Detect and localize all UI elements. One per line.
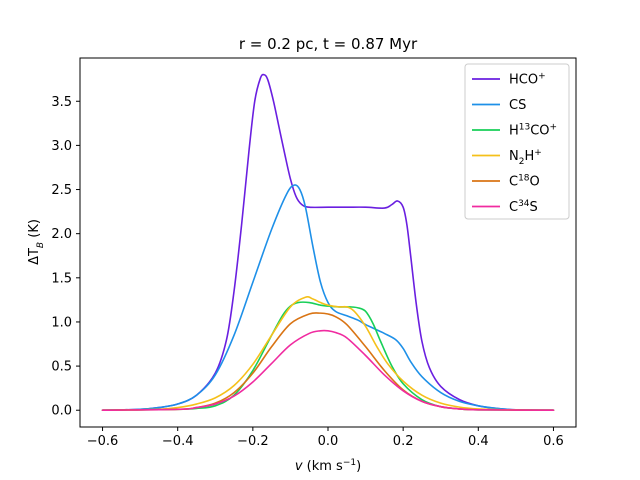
legend-label-n2hplus: N2H+ xyxy=(509,148,542,167)
y-tick-label: 0.0 xyxy=(51,404,72,419)
x-axis-label-units: (km s xyxy=(303,459,344,474)
legend-label-part: 2 xyxy=(519,157,525,167)
legend-label-part: S xyxy=(530,200,538,215)
legend-label-part: + xyxy=(538,72,546,82)
legend-label-part: HCO xyxy=(509,73,538,88)
y-axis-ticks: 0.0 0.5 1.0 1.5 2.0 2.5 3.0 3.5 xyxy=(51,95,80,419)
series-line-h13coplus xyxy=(101,301,555,412)
y-axis-label-sub: B xyxy=(36,242,46,248)
legend-label-c34s: C34S xyxy=(509,199,538,215)
legend-label-part: + xyxy=(534,148,542,158)
legend-label-part: 34 xyxy=(518,199,530,209)
y-tick-label: 2.0 xyxy=(51,227,72,242)
y-axis-label-units: (K) xyxy=(27,219,42,242)
y-axis-label: ΔTB (K) xyxy=(27,219,46,265)
legend-label-h13coplus: H13CO+ xyxy=(509,123,557,139)
series-line-cs xyxy=(101,184,555,412)
x-tick-label: −0.4 xyxy=(162,434,194,449)
y-tick-label: 0.5 xyxy=(51,360,72,375)
x-axis-ticks: −0.6 −0.4 −0.2 0.0 0.2 0.4 0.6 xyxy=(87,427,564,449)
x-axis-label: v (km s−1) xyxy=(295,458,361,474)
x-tick-label: 0.4 xyxy=(468,434,489,449)
legend-label-hcoplus: HCO+ xyxy=(509,72,546,88)
legend-label-part: H xyxy=(524,149,534,164)
legend-label-part: C xyxy=(509,175,518,190)
y-tick-label: 1.0 xyxy=(51,315,72,330)
legend-label-part: C xyxy=(509,200,518,215)
legend-label-part: CO xyxy=(530,124,549,139)
x-axis-label-close: ) xyxy=(356,459,361,474)
series-line-c18o xyxy=(101,312,555,412)
series-layer xyxy=(101,73,555,412)
plot-area xyxy=(79,57,577,428)
x-tick-label: 0.0 xyxy=(318,434,339,449)
legend-label-part: CS xyxy=(509,98,526,113)
x-axis-label-exponent: −1 xyxy=(343,458,356,468)
y-tick-label: 2.5 xyxy=(51,183,72,198)
series-line-n2hplus xyxy=(101,296,555,412)
y-tick-label: 3.5 xyxy=(51,95,72,110)
x-tick-label: −0.6 xyxy=(87,434,119,449)
chart-title: r = 0.2 pc, t = 0.87 Myr xyxy=(239,35,418,53)
legend-label-part: N xyxy=(509,149,519,164)
series-line-c34s xyxy=(101,329,555,412)
legend-label-part: O xyxy=(530,175,540,190)
x-tick-label: 0.2 xyxy=(393,434,414,449)
series-line-hcoplus xyxy=(101,73,555,412)
y-axis-label-var: ΔT xyxy=(27,248,42,265)
legend-label-part: H xyxy=(509,124,519,139)
x-axis-label-var: v xyxy=(295,459,303,474)
legend-label-cs: CS xyxy=(509,98,526,113)
y-tick-label: 3.0 xyxy=(51,139,72,154)
legend-label-part: 18 xyxy=(518,174,530,184)
x-tick-label: 0.6 xyxy=(543,434,564,449)
legend-label-part: 13 xyxy=(519,123,530,133)
legend-label-c18o: C18O xyxy=(509,174,540,190)
legend-label-part: + xyxy=(550,123,558,133)
y-tick-label: 1.5 xyxy=(51,271,72,286)
x-tick-label: −0.2 xyxy=(237,434,269,449)
